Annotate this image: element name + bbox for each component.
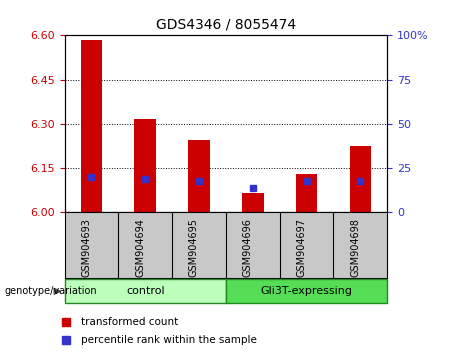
Bar — [81, 40, 102, 212]
Bar — [242, 193, 264, 212]
Bar — [188, 140, 210, 212]
Text: Gli3T-expressing: Gli3T-expressing — [260, 286, 353, 296]
Text: transformed count: transformed count — [81, 318, 178, 327]
Text: control: control — [126, 286, 165, 296]
Text: percentile rank within the sample: percentile rank within the sample — [81, 335, 257, 344]
Bar — [226, 279, 387, 303]
Text: GSM904698: GSM904698 — [350, 218, 361, 276]
Text: genotype/variation: genotype/variation — [5, 286, 97, 296]
Bar — [296, 174, 317, 212]
Text: GSM904693: GSM904693 — [82, 218, 91, 276]
Bar — [349, 146, 371, 212]
Title: GDS4346 / 8055474: GDS4346 / 8055474 — [156, 17, 296, 32]
Text: GSM904694: GSM904694 — [135, 218, 145, 276]
Bar — [135, 119, 156, 212]
Text: GSM904697: GSM904697 — [296, 218, 307, 276]
Text: GSM904696: GSM904696 — [243, 218, 253, 276]
Text: GSM904695: GSM904695 — [189, 218, 199, 276]
Bar — [65, 279, 226, 303]
